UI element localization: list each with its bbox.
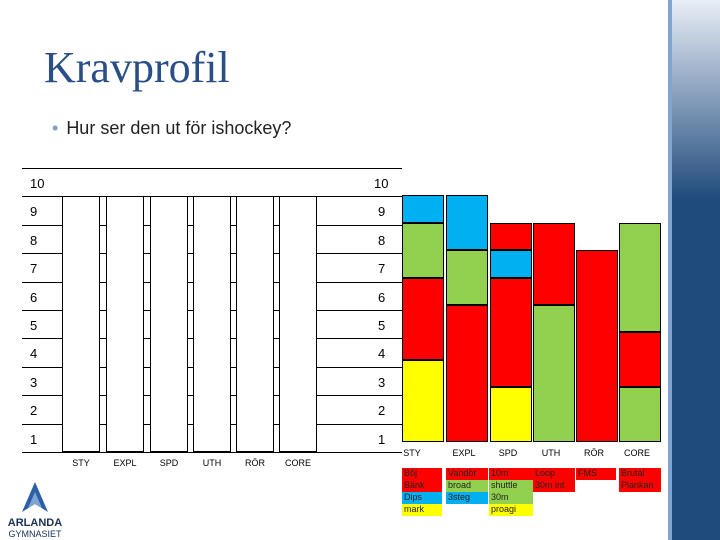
- profile-bar-segment: [402, 359, 444, 442]
- legend-test-label: 10m: [489, 468, 533, 480]
- right-category-label: SPD: [498, 448, 518, 458]
- profile-bar-segment: [490, 250, 532, 278]
- left-category-label: UTH: [202, 458, 222, 468]
- profile-bar-segment: [402, 222, 444, 278]
- band-gradient: [668, 0, 720, 200]
- empty-column-box: [236, 196, 274, 452]
- legend-test-label: FMS: [576, 468, 616, 480]
- profile-bar-segment: [446, 250, 488, 305]
- subtitle-text: Hur ser den ut för ishockey?: [66, 118, 292, 138]
- profile-bar-segment: [402, 277, 444, 360]
- scale-row-line: [22, 168, 402, 169]
- right-category-label: STY: [403, 448, 421, 458]
- left-scale-tick: 5: [30, 318, 38, 333]
- left-scale-tick: 10: [30, 176, 45, 191]
- legend-test-label: 30m: [489, 492, 533, 504]
- legend-test-label: Plankan: [619, 480, 661, 492]
- profile-bar-segment: [446, 195, 488, 251]
- legend-test-label: Vandör: [446, 468, 488, 480]
- profile-bar-segment: [576, 250, 618, 442]
- decorative-right-band: [668, 0, 720, 540]
- left-scale-tick: 8: [30, 232, 38, 248]
- profile-bar-segment: [446, 305, 488, 442]
- scale-bottom-line: [22, 452, 402, 453]
- profile-bar-segment: [402, 195, 444, 223]
- profile-bar-segment: [533, 222, 575, 305]
- legend-test-label: mark: [402, 504, 442, 516]
- empty-column-box: [150, 196, 188, 452]
- left-scale-tick: 9: [30, 204, 38, 220]
- left-scale-tick: 1: [30, 431, 38, 447]
- right-scale-tick: 1: [378, 431, 386, 447]
- slide-title: Kravprofil: [44, 43, 230, 92]
- legend-test-label: Böj: [402, 468, 442, 480]
- left-category-label: SPD: [159, 458, 179, 468]
- left-category-label: CORE: [284, 458, 311, 468]
- legend-test-label: 3steg: [446, 492, 488, 504]
- right-category-label: CORE: [623, 448, 650, 458]
- right-scale-tick: 2: [378, 403, 386, 419]
- empty-column-box: [62, 196, 100, 452]
- profile-bar-segment: [619, 222, 661, 333]
- logo-name-line1: ARLANDA: [8, 517, 62, 529]
- profile-bar-segment: [619, 387, 661, 442]
- right-category-label: UTH: [541, 448, 561, 458]
- left-scale-tick: 2: [30, 403, 38, 419]
- legend-test-label: broad: [446, 480, 488, 492]
- right-category-label: RÖR: [584, 448, 604, 458]
- profile-bar-segment: [619, 332, 661, 388]
- right-scale-tick: 7: [378, 261, 386, 277]
- arlanda-logo: ARLANDA GYMNASIET: [8, 482, 62, 539]
- right-scale-tick: 6: [378, 289, 386, 305]
- legend-test-label: Bänk: [402, 480, 442, 492]
- left-category-label: STY: [72, 458, 90, 468]
- legend-test-label: Dips: [402, 492, 442, 504]
- right-scale-tick: 4: [378, 346, 386, 362]
- left-scale-tick: 4: [30, 346, 38, 362]
- left-scale-tick: 3: [30, 374, 38, 390]
- empty-column-box: [279, 196, 317, 452]
- profile-bar-segment: [490, 387, 532, 442]
- logo-name-line2: GYMNASIET: [8, 529, 62, 539]
- left-scale-tick: 7: [30, 261, 38, 277]
- legend-test-label: Brutal: [619, 468, 661, 480]
- profile-bar-segment: [490, 222, 532, 251]
- left-scale-tick: 6: [30, 289, 38, 305]
- band-stripe: [668, 0, 672, 540]
- bullet-icon: •: [52, 118, 59, 138]
- profile-bar-segment: [490, 277, 532, 388]
- legend-test-label: 30m int: [533, 480, 575, 492]
- legend-test-label: Loop: [533, 468, 575, 480]
- right-scale-tick: 9: [378, 204, 386, 220]
- legend-test-label: proagi: [489, 504, 533, 516]
- left-category-label: RÖR: [245, 458, 265, 468]
- logo-inner-triangle: [28, 492, 42, 508]
- right-scale-tick: 10: [374, 176, 389, 191]
- right-scale-tick: 3: [378, 374, 386, 390]
- legend-test-label: shuttle: [489, 480, 533, 492]
- slide-subtitle: • Hur ser den ut för ishockey?: [52, 118, 291, 139]
- profile-bar-segment: [533, 305, 575, 442]
- left-category-label: EXPL: [113, 458, 137, 468]
- empty-column-box: [193, 196, 231, 452]
- right-category-label: EXPL: [452, 448, 476, 458]
- right-scale-tick: 8: [378, 232, 386, 248]
- empty-column-box: [106, 196, 144, 452]
- right-scale-tick: 5: [378, 318, 386, 333]
